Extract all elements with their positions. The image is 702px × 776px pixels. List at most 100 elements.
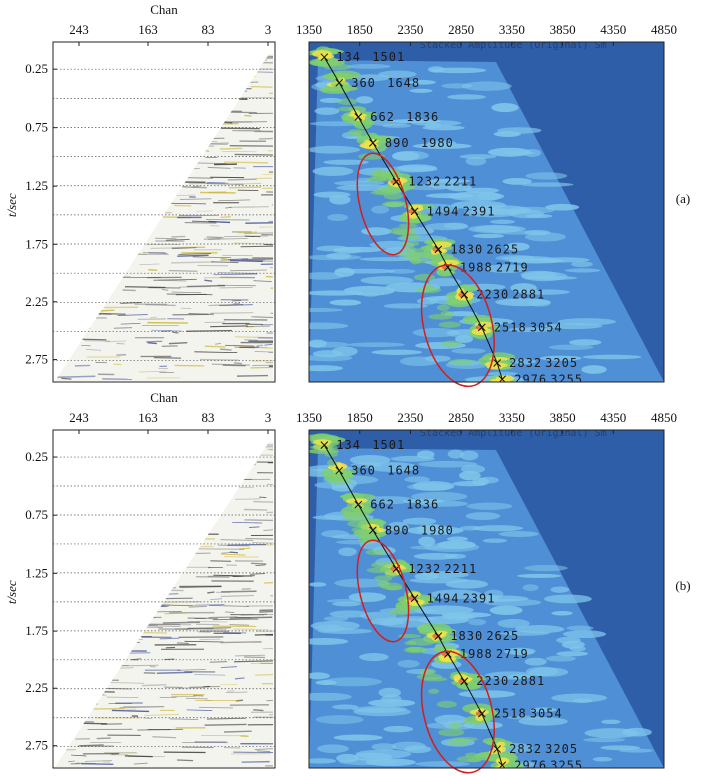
semblance-energy bbox=[451, 737, 479, 742]
seismic-event bbox=[204, 723, 247, 726]
semblance-image: Stacked Amplitude (Original) Sm 134 1501 36… bbox=[309, 430, 664, 768]
seismic-event bbox=[166, 293, 213, 296]
semblance-energy bbox=[438, 728, 465, 737]
semblance-energy bbox=[332, 72, 348, 78]
velocity-pick[interactable]: 2518 3054 bbox=[477, 707, 562, 721]
velocity-pick[interactable]: 134 1501 bbox=[320, 438, 405, 452]
annotation-ellipse bbox=[356, 152, 410, 256]
seismic-event bbox=[188, 605, 207, 608]
velocity-pick[interactable]: 134 1501 bbox=[320, 50, 405, 64]
velocity-pick[interactable]: 662 1836 bbox=[354, 110, 439, 124]
seismic-event bbox=[162, 621, 201, 624]
velocity-pick[interactable]: 890 1980 bbox=[369, 523, 453, 537]
seismic-event bbox=[213, 273, 258, 276]
velocity-pick[interactable]: 1830 2625 bbox=[434, 629, 519, 643]
semblance-band bbox=[447, 536, 468, 542]
pick-time: 1988 bbox=[460, 647, 493, 661]
seismic-event bbox=[273, 190, 292, 191]
semblance-band bbox=[517, 573, 562, 578]
velocity-pick[interactable]: 1988 2719 bbox=[444, 647, 528, 661]
seismic-event bbox=[227, 543, 267, 546]
semblance-band bbox=[566, 625, 594, 631]
semblance-band bbox=[383, 725, 414, 733]
semblance-energy bbox=[449, 358, 475, 365]
pick-marker bbox=[354, 500, 363, 509]
semblance-band bbox=[489, 219, 516, 225]
semblance-band bbox=[417, 524, 447, 534]
semblance-band bbox=[386, 268, 416, 274]
seismic-event bbox=[194, 351, 238, 353]
seismic-event bbox=[171, 291, 202, 294]
velocity-pick[interactable]: 2832 3205 bbox=[493, 356, 578, 370]
seismic-event bbox=[233, 242, 265, 245]
seismic-event bbox=[151, 329, 183, 332]
semblance-xtick: 2850 bbox=[448, 410, 474, 425]
semblance-band bbox=[486, 371, 518, 377]
semblance-band bbox=[551, 693, 608, 703]
panel-b: Chan 243 163 83 3 0.25 0.75 1.25 1.75 2.25 2.75 t/s… bbox=[4, 390, 691, 774]
semblance-band bbox=[581, 365, 607, 374]
semblance-band bbox=[352, 706, 408, 713]
semblance-xtick: 4850 bbox=[651, 22, 677, 37]
pick-time: 1494 bbox=[427, 591, 460, 605]
seismic-event bbox=[71, 754, 87, 757]
semblance-energy bbox=[389, 608, 412, 616]
velocity-pick[interactable]: 1988 2719 bbox=[444, 260, 528, 274]
semblance-band bbox=[441, 83, 473, 89]
velocity-pick[interactable]: 360 1648 bbox=[335, 76, 420, 90]
seismic-event bbox=[254, 748, 273, 750]
seismic-event bbox=[209, 598, 223, 600]
velocity-pick[interactable]: 1830 2625 bbox=[434, 242, 519, 256]
velocity-pick[interactable]: 890 1980 bbox=[369, 136, 453, 150]
semblance-band bbox=[368, 462, 418, 473]
seismic-event bbox=[256, 71, 273, 73]
semblance-band bbox=[497, 618, 530, 628]
velocity-pick[interactable]: 1494 2391 bbox=[410, 204, 495, 218]
semblance-frame bbox=[308, 429, 665, 769]
semblance-energy bbox=[389, 226, 417, 235]
seismic-event bbox=[209, 605, 249, 607]
gather-ytick: 1.25 bbox=[25, 565, 48, 580]
pick-velocity: 2719 bbox=[496, 260, 529, 274]
seismic-event bbox=[233, 302, 241, 305]
pick-time: 662 bbox=[370, 110, 395, 124]
seismic-event bbox=[220, 666, 238, 669]
seismic-event bbox=[120, 322, 141, 325]
semblance-energy bbox=[370, 173, 398, 182]
semblance-band bbox=[338, 547, 357, 557]
velocity-pick[interactable]: 2832 3205 bbox=[493, 742, 578, 756]
pick-velocity: 1836 bbox=[406, 110, 439, 124]
velocity-pick[interactable]: 1232 2211 bbox=[392, 562, 477, 576]
pick-time: 1232 bbox=[408, 175, 441, 189]
gather-ytick: 0.75 bbox=[25, 507, 48, 522]
pick-marker bbox=[460, 677, 469, 686]
velocity-pick[interactable]: 2518 3054 bbox=[477, 320, 562, 334]
gather-xtick: 3 bbox=[265, 22, 272, 37]
semblance-band bbox=[422, 571, 469, 579]
semblance-energy bbox=[441, 340, 462, 347]
velocity-pick[interactable]: 662 1836 bbox=[354, 498, 439, 512]
semblance-band bbox=[322, 677, 382, 687]
semblance-energy bbox=[436, 304, 450, 311]
semblance-peak bbox=[496, 741, 506, 747]
velocity-pick[interactable]: 360 1648 bbox=[335, 464, 420, 478]
semblance-band bbox=[309, 692, 352, 701]
velocity-pick[interactable]: 2230 2881 bbox=[460, 674, 545, 688]
semblance-energy bbox=[403, 254, 420, 260]
semblance-band bbox=[498, 531, 539, 537]
velocity-pick[interactable]: 1232 2211 bbox=[392, 175, 477, 189]
semblance-band bbox=[383, 303, 429, 309]
seismic-event bbox=[234, 654, 265, 657]
seismic-event bbox=[250, 662, 273, 664]
seismic-event bbox=[206, 717, 246, 720]
semblance-band bbox=[371, 349, 423, 355]
pick-marker bbox=[460, 290, 469, 299]
semblance-band bbox=[396, 164, 437, 172]
semblance-band bbox=[601, 719, 621, 724]
gather-ytick: 0.75 bbox=[25, 120, 48, 135]
velocity-pick[interactable]: 1494 2391 bbox=[410, 591, 495, 605]
semblance-band bbox=[309, 272, 345, 280]
seismic-event bbox=[259, 496, 267, 499]
semblance-energy bbox=[466, 758, 482, 763]
